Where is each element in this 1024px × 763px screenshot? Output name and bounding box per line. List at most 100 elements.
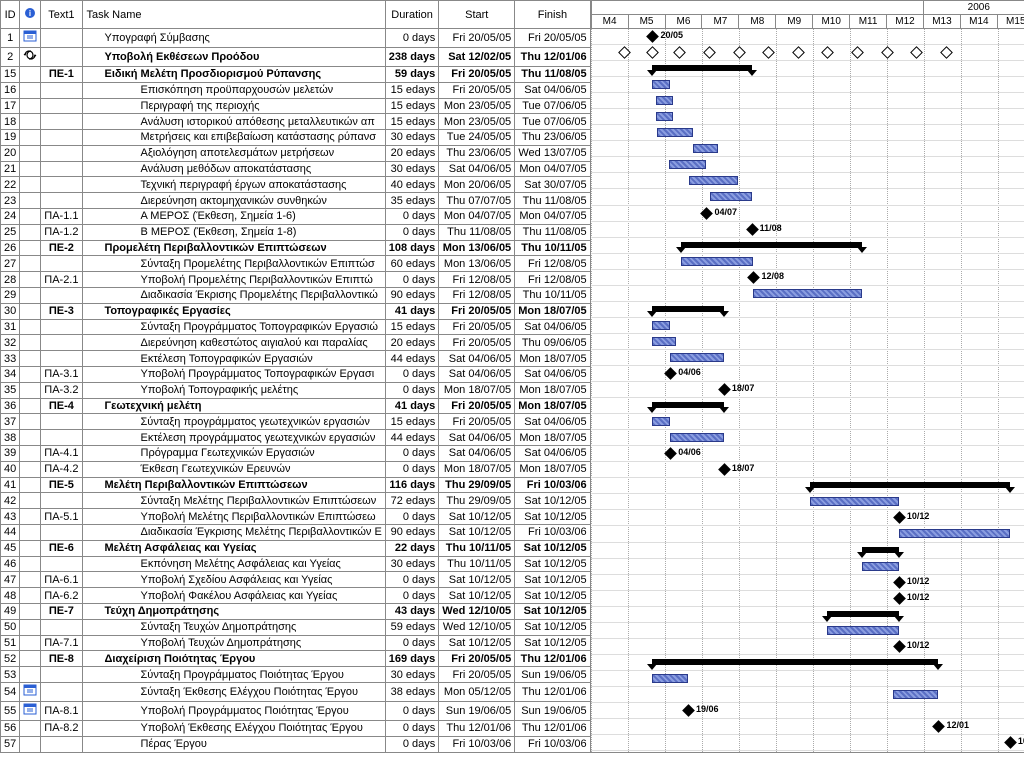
gantt-milestone[interactable] bbox=[718, 383, 731, 396]
task-name[interactable]: Υπογραφή Σύμβασης bbox=[82, 29, 385, 48]
task-name[interactable]: Υποβολή Σχεδίου Ασφάλειας και Υγείας bbox=[82, 572, 385, 588]
task-name[interactable]: Μελέτη Ασφάλειας και Υγείας bbox=[82, 540, 385, 556]
gantt-milestone[interactable] bbox=[893, 640, 906, 653]
gantt-milestone-open[interactable] bbox=[822, 46, 835, 59]
gantt-milestone-open[interactable] bbox=[910, 46, 923, 59]
gantt-milestone[interactable] bbox=[664, 367, 677, 380]
gantt-bar[interactable] bbox=[893, 690, 939, 699]
gantt-bar[interactable] bbox=[652, 321, 670, 330]
table-row[interactable]: 21Ανάλυση μεθόδων αποκατάστασης30 edaysS… bbox=[1, 161, 591, 177]
task-name[interactable]: Διερεύνηση ακτομηχανικών συνθηκών bbox=[82, 193, 385, 209]
gantt-milestone-open[interactable] bbox=[703, 46, 716, 59]
gantt-milestone-open[interactable] bbox=[851, 46, 864, 59]
task-name[interactable]: Α ΜΕΡΟΣ (Έκθεση, Σημεία 1-6) bbox=[82, 209, 385, 225]
gantt-summary[interactable] bbox=[652, 402, 723, 408]
gantt-milestone[interactable] bbox=[746, 223, 759, 236]
gantt-milestone[interactable] bbox=[893, 576, 906, 589]
table-row[interactable]: 32Διερεύνηση καθεστώτος αιγιαλού και παρ… bbox=[1, 335, 591, 351]
table-row[interactable]: 31Σύνταξη Προγράμματος Τοπογραφικών Εργα… bbox=[1, 319, 591, 335]
table-row[interactable]: 51ΠΑ-7.1Υποβολή Τευχών Δημοπράτησης0 day… bbox=[1, 635, 591, 651]
task-name[interactable]: Ειδική Μελέτη Προσδιορισμού Ρύπανσης bbox=[82, 66, 385, 82]
table-row[interactable]: 28ΠΑ-2.1Υποβολή Προμελέτης Περιβαλλοντικ… bbox=[1, 272, 591, 288]
task-name[interactable]: Διαδικασία Έκρισης Προμελέτης Περιβαλλον… bbox=[82, 288, 385, 304]
table-row[interactable]: 1Υπογραφή Σύμβασης0 daysFri 20/05/05Fri … bbox=[1, 29, 591, 48]
gantt-milestone-open[interactable] bbox=[881, 46, 894, 59]
gantt-bar[interactable] bbox=[862, 562, 899, 571]
table-row[interactable]: 39ΠΑ-4.1Πρόγραμμα Γεωτεχνικών Εργασιών0 … bbox=[1, 446, 591, 462]
table-row[interactable]: 40ΠΑ-4.2Έκθεση Γεωτεχνικών Ερευνών0 days… bbox=[1, 461, 591, 477]
col-finish[interactable]: Finish bbox=[515, 1, 590, 29]
gantt-bar[interactable] bbox=[670, 433, 724, 442]
table-row[interactable]: 27Σύνταξη Προμελέτης Περιβαλλοντικών Επι… bbox=[1, 256, 591, 272]
task-name[interactable]: Τοπογραφικές Εργασίες bbox=[82, 303, 385, 319]
col-start[interactable]: Start bbox=[439, 1, 515, 29]
task-name[interactable]: Υποβολή Έκθεσης Ελέγχου Ποιότητας Έργου bbox=[82, 720, 385, 736]
task-name[interactable]: Υποβολή Τευχών Δημοπράτησης bbox=[82, 635, 385, 651]
table-row[interactable]: 36ΠΕ-4Γεωτεχνική μελέτη41 daysFri 20/05/… bbox=[1, 398, 591, 414]
task-name[interactable]: Αξιολόγηση αποτελεσμάτων μετρήσεων bbox=[82, 145, 385, 161]
gantt-milestone[interactable] bbox=[701, 207, 714, 220]
task-name[interactable]: Τεύχη Δημοπράτησης bbox=[82, 604, 385, 620]
table-row[interactable]: 53Σύνταξη Προγράμματος Ποιότητας Έργου30… bbox=[1, 667, 591, 683]
gantt-summary[interactable] bbox=[810, 482, 1010, 488]
task-name[interactable]: Εκτέλεση Τοπογραφικών Εργασιών bbox=[82, 351, 385, 367]
task-name[interactable]: Πέρας Έργου bbox=[82, 736, 385, 752]
task-name[interactable]: Προμελέτη Περιβαλλοντικών Επιπτώσεων bbox=[82, 240, 385, 256]
col-text1[interactable]: Text1 bbox=[41, 1, 82, 29]
gantt-bar[interactable] bbox=[657, 128, 693, 137]
task-name[interactable]: Εκτέλεση προγράμματος γεωτεχνικών εργασι… bbox=[82, 430, 385, 446]
table-row[interactable]: 48ΠΑ-6.2Υποβολή Φακέλου Ασφάλειας και Υγ… bbox=[1, 588, 591, 604]
gantt-milestone[interactable] bbox=[718, 463, 731, 476]
task-name[interactable]: Σύνταξη Προμελέτης Περιβαλλοντικών Επιπτ… bbox=[82, 256, 385, 272]
table-row[interactable]: 19Μετρήσεις και επιβεβαίωση κατάστασης ρ… bbox=[1, 130, 591, 146]
table-row[interactable]: 30ΠΕ-3Τοπογραφικές Εργασίες41 daysFri 20… bbox=[1, 303, 591, 319]
gantt-summary[interactable] bbox=[652, 306, 723, 312]
gantt-bar[interactable] bbox=[753, 289, 861, 298]
gantt-milestone-open[interactable] bbox=[940, 46, 953, 59]
gantt-milestone-open[interactable] bbox=[733, 46, 746, 59]
task-name[interactable]: Υποβολή Προγράμματος Τοπογραφικών Εργασι bbox=[82, 367, 385, 383]
task-name[interactable]: Έκθεση Γεωτεχνικών Ερευνών bbox=[82, 461, 385, 477]
task-table[interactable]: ID i Text1 Task Name Duration Start Fini… bbox=[0, 0, 591, 753]
gantt-bar[interactable] bbox=[669, 160, 706, 169]
task-name[interactable]: Γεωτεχνική μελέτη bbox=[82, 398, 385, 414]
table-row[interactable]: 47ΠΑ-6.1Υποβολή Σχεδίου Ασφάλειας και Υγ… bbox=[1, 572, 591, 588]
gantt-bar[interactable] bbox=[899, 529, 1010, 538]
gantt-milestone[interactable] bbox=[647, 30, 660, 43]
task-name[interactable]: Μελέτη Περιβαλλοντικών Επιπτώσεων bbox=[82, 477, 385, 493]
task-name[interactable]: Διερεύνηση καθεστώτος αιγιαλού και παραλ… bbox=[82, 335, 385, 351]
gantt-milestone-open[interactable] bbox=[647, 46, 660, 59]
table-row[interactable]: 54Σύνταξη Έκθεσης Ελέγχου Ποιότητας Έργο… bbox=[1, 682, 591, 701]
gantt-bar[interactable] bbox=[652, 80, 670, 89]
task-name[interactable]: Διαδικασία Έγκρισης Μελέτης Περιβαλλοντι… bbox=[82, 525, 385, 541]
task-name[interactable]: Υποβολή Τοπογραφικής μελέτης bbox=[82, 382, 385, 398]
task-name[interactable]: Β ΜΕΡΟΣ (Έκθεση, Σημεία 1-8) bbox=[82, 224, 385, 240]
gantt-milestone-open[interactable] bbox=[762, 46, 775, 59]
task-name[interactable]: Τεχνική περιγραφή έργων αποκατάστασης bbox=[82, 177, 385, 193]
gantt-summary[interactable] bbox=[827, 611, 898, 617]
gantt-bar[interactable] bbox=[827, 626, 898, 635]
gantt-bar[interactable] bbox=[693, 144, 717, 153]
table-row[interactable]: 43ΠΑ-5.1Υποβολή Μελέτης Περιβαλλοντικών … bbox=[1, 509, 591, 525]
gantt-milestone[interactable] bbox=[748, 271, 761, 284]
task-name[interactable]: Υποβολή Μελέτης Περιβαλλοντικών Επιπτώσε… bbox=[82, 509, 385, 525]
task-name[interactable]: Σύνταξη Τευχών Δημοπράτησης bbox=[82, 619, 385, 635]
table-row[interactable]: 26ΠΕ-2Προμελέτη Περιβαλλοντικών Επιπτώσε… bbox=[1, 240, 591, 256]
table-row[interactable]: 33Εκτέλεση Τοπογραφικών Εργασιών44 edays… bbox=[1, 351, 591, 367]
task-name[interactable]: Σύνταξη Προγράμματος Ποιότητας Έργου bbox=[82, 667, 385, 683]
gantt-bar[interactable] bbox=[681, 257, 754, 266]
gantt-milestone-open[interactable] bbox=[674, 46, 687, 59]
gantt-bar[interactable] bbox=[652, 337, 675, 346]
table-row[interactable]: 17Περιγραφή της περιοχής15 edaysMon 23/0… bbox=[1, 98, 591, 114]
gantt-bar[interactable] bbox=[670, 353, 724, 362]
gantt-summary[interactable] bbox=[862, 547, 899, 553]
task-name[interactable]: Υποβολή Προγράμματος Ποιότητας Έργου bbox=[82, 701, 385, 720]
task-name[interactable]: Εκπόνηση Μελέτης Ασφάλειας και Υγείας bbox=[82, 556, 385, 572]
gantt-bar[interactable] bbox=[656, 112, 673, 121]
task-name[interactable]: Διαχείριση Ποιότητας Έργου bbox=[82, 651, 385, 667]
table-row[interactable]: 41ΠΕ-5Μελέτη Περιβαλλοντικών Επιπτώσεων1… bbox=[1, 477, 591, 493]
gantt-bar[interactable] bbox=[710, 192, 751, 201]
gantt-milestone[interactable] bbox=[664, 447, 677, 460]
table-row[interactable]: 44Διαδικασία Έγκρισης Μελέτης Περιβαλλον… bbox=[1, 525, 591, 541]
gantt-summary[interactable] bbox=[652, 65, 751, 71]
